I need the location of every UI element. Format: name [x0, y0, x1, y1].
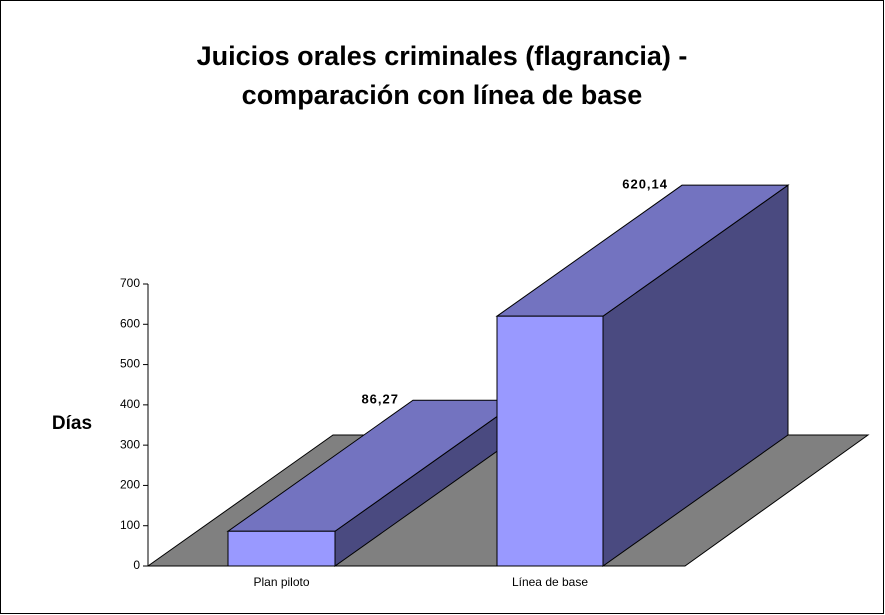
y-tick-label: 100 — [120, 518, 140, 532]
y-tick-label: 200 — [120, 478, 140, 492]
y-tick-label: 400 — [120, 397, 140, 411]
y-tick-label: 0 — [133, 558, 140, 572]
y-tick-label: 500 — [120, 357, 140, 371]
data-label: 620,14 — [622, 177, 668, 192]
bar — [227, 530, 336, 567]
chart-title: Juicios orales criminales (flagrancia) - — [197, 41, 688, 71]
x-tick-label: Línea de base — [512, 575, 588, 589]
y-tick-label: 300 — [120, 437, 140, 451]
y-tick-label: 700 — [120, 276, 140, 290]
data-label: 86,27 — [361, 392, 399, 407]
y-tick-label: 600 — [120, 316, 140, 330]
x-tick-label: Plan piloto — [253, 575, 309, 589]
y-axis-label: Días — [52, 413, 92, 434]
bar — [496, 315, 604, 567]
chart-title: comparación con línea de base — [242, 80, 643, 110]
